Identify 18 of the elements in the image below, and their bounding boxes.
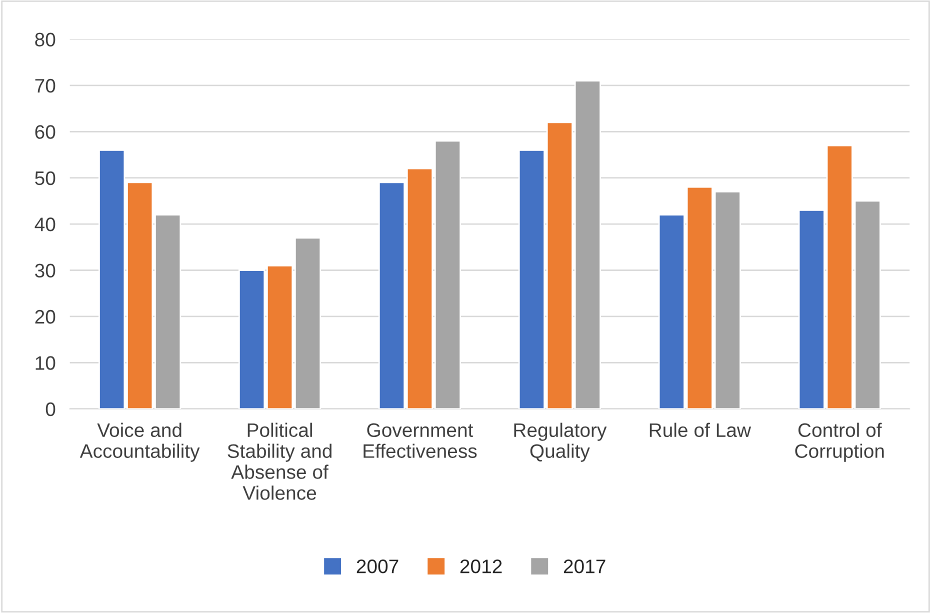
y-tick-label: 80 — [35, 32, 56, 46]
x-tick-label: Voice and Accountability — [80, 422, 200, 462]
x-tick-label: Government Effectiveness — [364, 423, 477, 458]
x-tick-label: Rule of Law — [650, 422, 752, 438]
y-tick-label: 20 — [35, 310, 56, 324]
y-tick-label: 60 — [35, 125, 56, 139]
y-tick-label: 50 — [35, 171, 56, 186]
x-tick-label: Control of Corruption — [795, 422, 884, 462]
y-tick-label: 30 — [35, 264, 56, 278]
legend-label: 2017 — [564, 560, 606, 574]
y-tick-label: 10 — [36, 356, 56, 370]
legend-label: 2012 — [460, 560, 502, 574]
legend-label: 2007 — [356, 560, 398, 574]
x-tick-label: Regulatory Quality — [514, 422, 607, 462]
x-tick-label: Political Stability and Absense of Violence — [228, 422, 332, 500]
y-tick-label: 40 — [34, 218, 56, 232]
y-tick-label: 0 — [46, 402, 56, 416]
y-tick-label: 70 — [35, 78, 56, 93]
